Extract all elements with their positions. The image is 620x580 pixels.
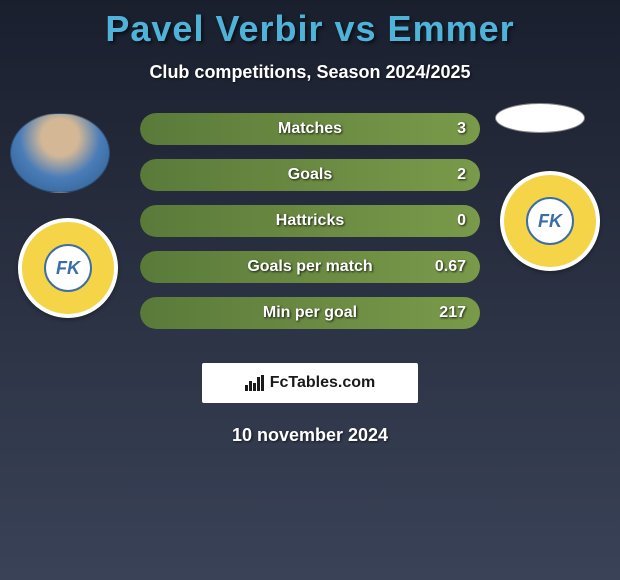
club-initials: FK	[538, 211, 562, 232]
stat-value: 2	[457, 166, 466, 184]
player-left-avatar	[10, 113, 110, 193]
stat-value: 0.67	[435, 258, 466, 276]
stat-value: 0	[457, 212, 466, 230]
branding-box: FcTables.com	[202, 363, 418, 403]
stat-value: 217	[439, 304, 466, 322]
stat-row-min-per-goal: Min per goal 217	[140, 297, 480, 329]
stat-row-goals: Goals 2	[140, 159, 480, 191]
date-text: 10 november 2024	[0, 425, 620, 446]
club-badge-left: FK	[18, 218, 118, 318]
club-badge-right-inner: FK	[526, 197, 574, 245]
comparison-subtitle: Club competitions, Season 2024/2025	[0, 62, 620, 83]
stat-label: Matches	[278, 120, 342, 138]
stat-label: Goals per match	[247, 258, 372, 276]
stat-label: Min per goal	[263, 304, 357, 322]
content-area: FK FK Matches 3 Goals 2 Hattricks 0 Goal…	[0, 113, 620, 363]
club-badge-left-inner: FK	[44, 244, 92, 292]
bar-chart-icon	[245, 375, 264, 391]
stat-row-goals-per-match: Goals per match 0.67	[140, 251, 480, 283]
stat-row-matches: Matches 3	[140, 113, 480, 145]
branding-text: FcTables.com	[270, 374, 376, 392]
stat-row-hattricks: Hattricks 0	[140, 205, 480, 237]
comparison-title: Pavel Verbir vs Emmer	[0, 0, 620, 50]
stat-label: Goals	[288, 166, 332, 184]
stat-label: Hattricks	[276, 212, 344, 230]
stat-value: 3	[457, 120, 466, 138]
club-initials: FK	[56, 258, 80, 279]
player-right-avatar	[495, 103, 585, 133]
club-badge-right: FK	[500, 171, 600, 271]
stats-container: Matches 3 Goals 2 Hattricks 0 Goals per …	[140, 113, 480, 343]
